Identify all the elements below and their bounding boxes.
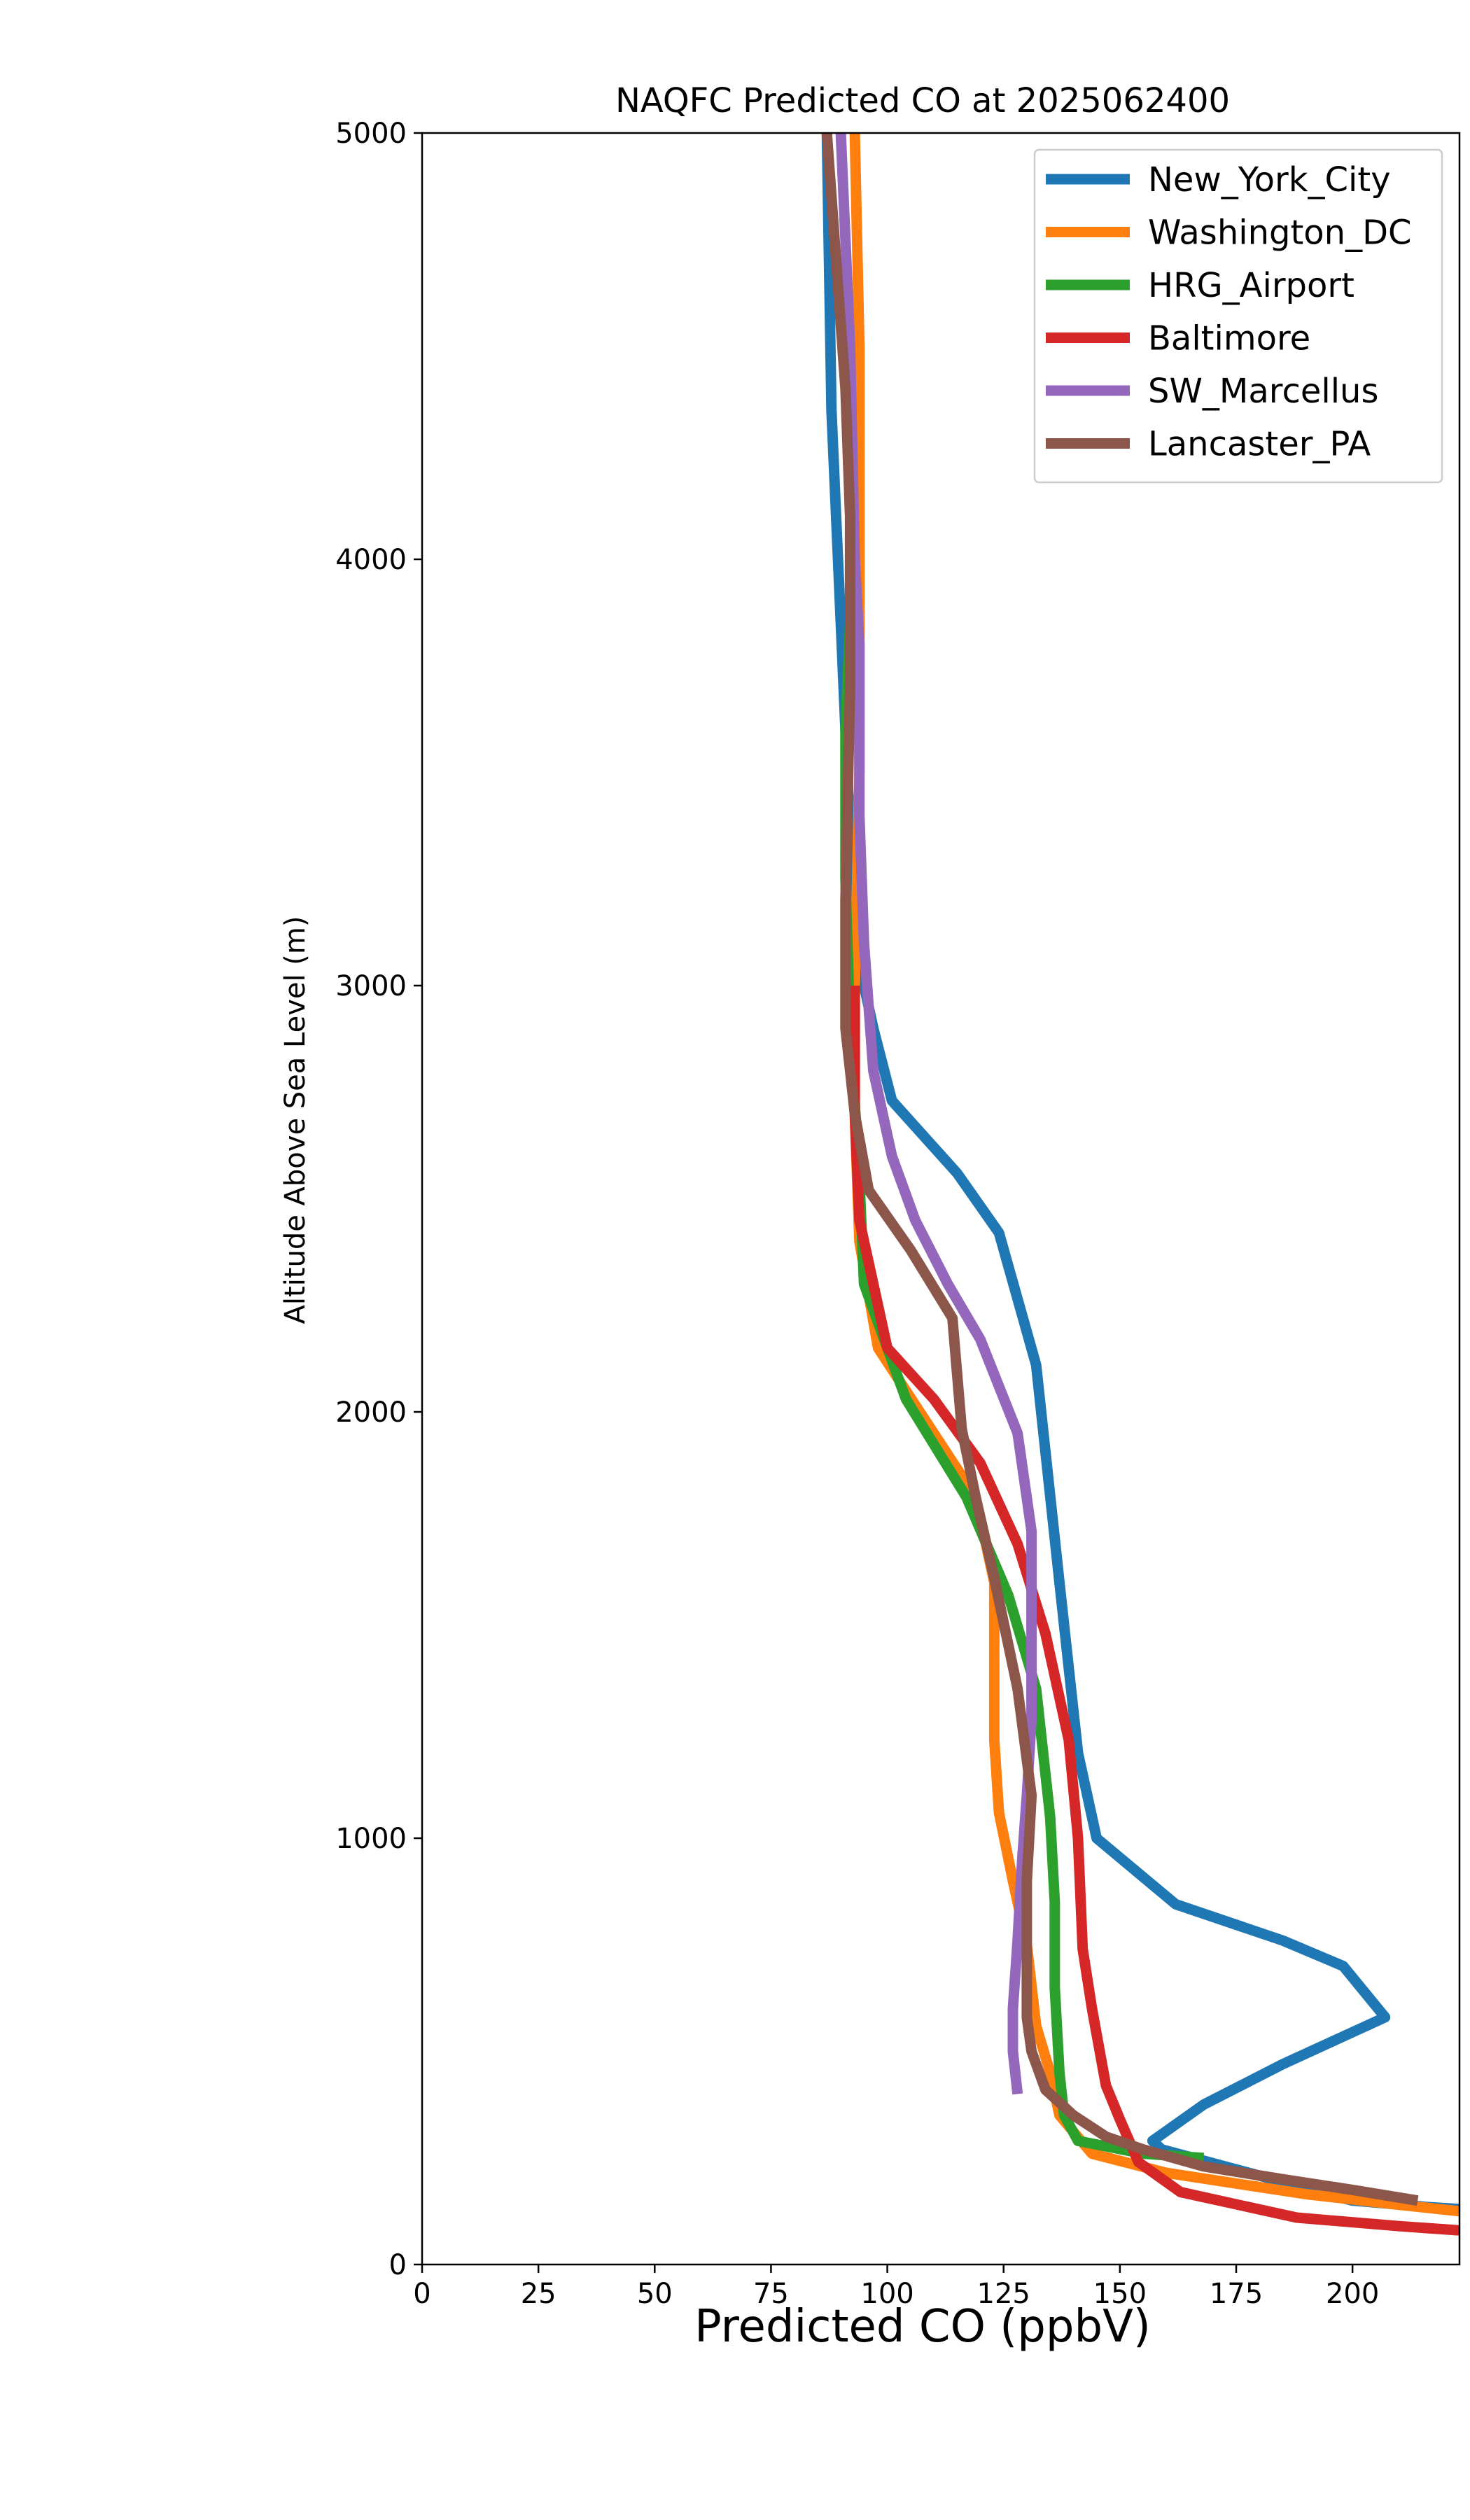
axes: 0 25 50 75 100 125 150 175 200010002000300040005… (335, 118, 1461, 2310)
legend-label-new-york-city: New_York_City (1148, 160, 1391, 200)
x-tick-label: 150 (1093, 2278, 1147, 2310)
legend-label-hrg-airport: HRG_Airport (1148, 266, 1354, 305)
y-tick-label: 3000 (335, 970, 407, 1002)
x-tick-label: 75 (753, 2278, 789, 2310)
series-line-sw-marcellus (835, 133, 1037, 2095)
x-tick-label: 125 (977, 2278, 1030, 2310)
series-line-lancaster-pa (821, 133, 1419, 2206)
legend-box (1033, 148, 1443, 484)
legend-label-baltimore: Baltimore (1148, 319, 1310, 358)
x-tick-label: 100 (860, 2278, 913, 2310)
y-tick-label: 0 (389, 2249, 407, 2281)
x-tick-label: 200 (1326, 2278, 1379, 2310)
series-line-washington-dc (849, 133, 1460, 2217)
y-axis-label: Altitude Above Sea Level (m) (279, 916, 312, 1324)
legend-label-lancaster-pa: Lancaster_PA (1148, 425, 1371, 464)
x-tick-label: 50 (637, 2278, 673, 2310)
x-tick-label: 25 (521, 2278, 556, 2310)
x-axis-label: Predicted CO (ppbV) (694, 2301, 1151, 2353)
axes-frame (421, 132, 1461, 2266)
legend: New_York_City Washington_DC HRG_Airport Bal… (1033, 148, 1443, 484)
x-tick-label: 175 (1210, 2278, 1263, 2310)
legend-label-washington-dc: Washington_DC (1148, 214, 1412, 253)
y-tick-label: 1000 (335, 1823, 407, 1855)
y-tick-label: 2000 (335, 1396, 407, 1429)
chart-title: NAQFC Predicted CO at 2025062400 (615, 81, 1230, 120)
plot-area (821, 133, 1460, 2236)
series-line-baltimore (849, 986, 1460, 2236)
y-tick-label: 4000 (335, 544, 407, 576)
y-tick-label: 5000 (335, 118, 407, 150)
legend-label-sw-marcellus: SW_Marcellus (1148, 372, 1378, 411)
x-tick-label: 0 (413, 2278, 430, 2310)
